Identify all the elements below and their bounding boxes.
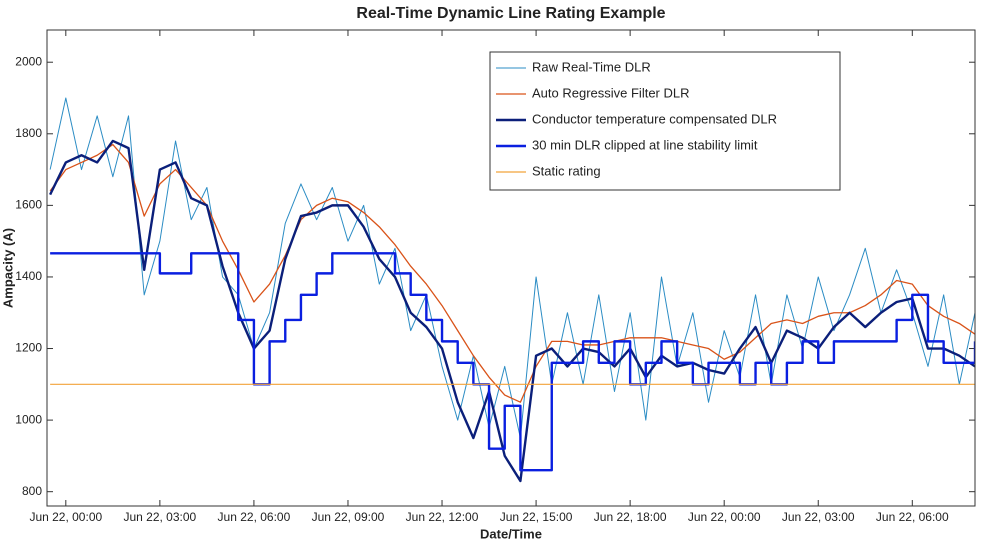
chart-title: Real-Time Dynamic Line Rating Example (356, 5, 665, 22)
y-tick-label: 1000 (15, 412, 42, 426)
x-tick-label: Jun 22, 06:00 (876, 510, 949, 524)
series-line (49, 97, 975, 439)
legend: Raw Real-Time DLR Auto Regressive Filter … (489, 51, 841, 191)
series-line (50, 252, 975, 472)
y-tick-label: 800 (22, 484, 42, 498)
legend-label: Static rating (532, 163, 601, 178)
x-tick-label: Jun 22, 00:00 (29, 510, 102, 524)
x-tick-label: Jun 22, 00:00 (688, 510, 761, 524)
x-tick-label: Jun 22, 12:00 (406, 510, 479, 524)
x-tick-label: Jun 22, 03:00 (123, 510, 196, 524)
series-line (49, 143, 975, 403)
legend-label: Conductor temperature compensated DLR (532, 111, 777, 126)
x-tick-label: Jun 22, 09:00 (312, 510, 385, 524)
legend-label: Auto Regressive Filter DLR (532, 85, 690, 100)
plot-area (49, 97, 975, 483)
y-tick-label: 1400 (15, 269, 42, 283)
plot-frame (46, 29, 976, 507)
legend-label: Raw Real-Time DLR (532, 59, 651, 74)
y-tick-label: 1800 (15, 126, 42, 140)
x-tick-label: Jun 22, 15:00 (500, 510, 573, 524)
y-axis-label: Ampacity (A) (0, 228, 15, 308)
x-axis-label: Date/Time (480, 526, 542, 541)
y-tick-label: 1200 (15, 341, 42, 355)
y-tick-label: 1600 (15, 198, 42, 212)
x-tick-label: Jun 22, 06:00 (218, 510, 291, 524)
legend-label: 30 min DLR clipped at line stability lim… (532, 137, 758, 152)
legend-box (489, 51, 841, 191)
y-tick-label: 2000 (15, 54, 42, 68)
x-tick-label: Jun 22, 18:00 (594, 510, 667, 524)
series-line (49, 139, 975, 483)
x-tick-label: Jun 22, 03:00 (782, 510, 855, 524)
